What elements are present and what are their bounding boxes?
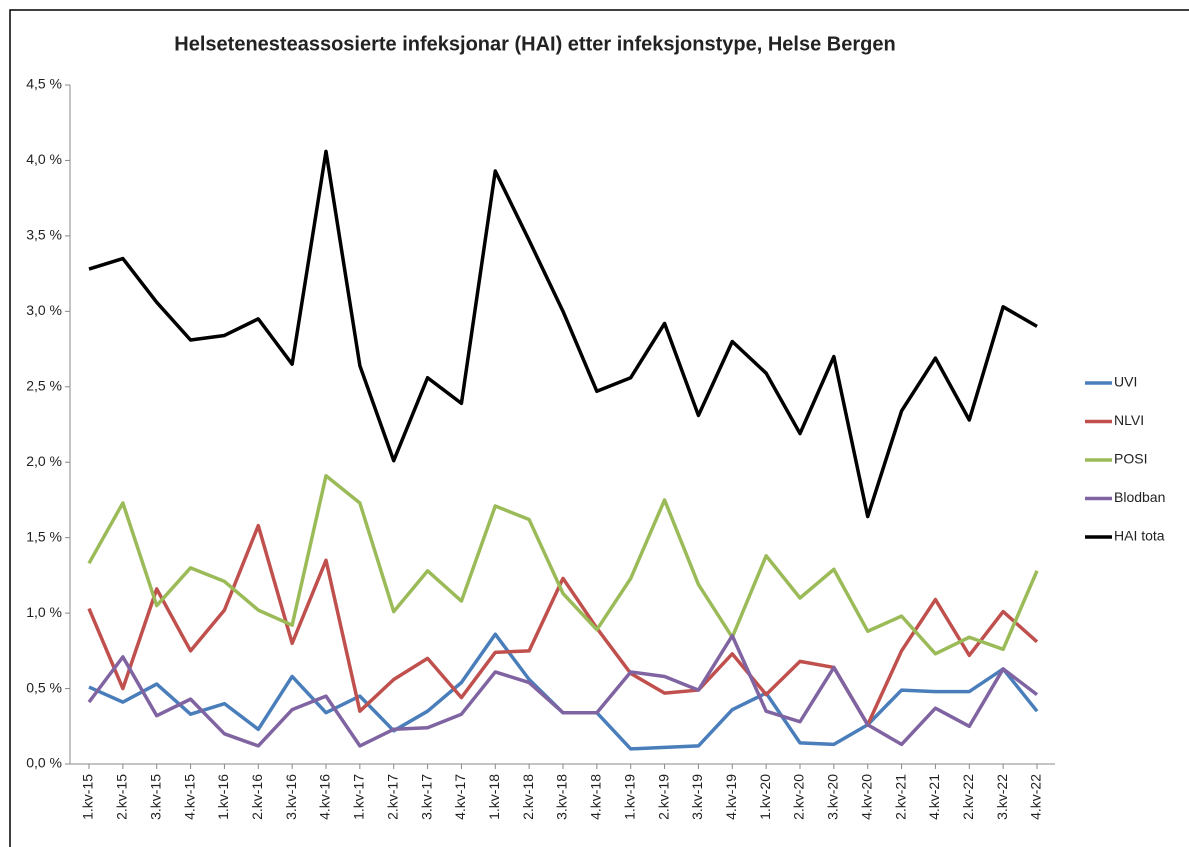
x-tick-label: 2.kv-20 xyxy=(791,774,807,820)
x-tick-label: 2.kv-15 xyxy=(114,774,130,820)
x-tick-label: 2.kv-16 xyxy=(249,774,265,820)
legend-label: Blodban xyxy=(1114,489,1165,505)
x-tick-label: 3.kv-20 xyxy=(825,774,841,820)
x-tick-label: 2.kv-19 xyxy=(655,774,671,820)
legend-label: UVI xyxy=(1114,374,1137,390)
x-tick-label: 1.kv-20 xyxy=(757,774,773,820)
y-tick-label: 2,0 % xyxy=(26,453,62,469)
y-tick-label: 4,5 % xyxy=(26,76,62,92)
x-tick-label: 4.kv-20 xyxy=(858,774,874,820)
x-tick-label: 4.kv-15 xyxy=(181,774,197,820)
x-tick-label: 2.kv-22 xyxy=(960,774,976,820)
series-line xyxy=(87,523,1039,727)
x-tick-label: 3.kv-16 xyxy=(283,774,299,820)
y-tick-label: 1,0 % xyxy=(26,604,62,620)
y-tick-label: 0,5 % xyxy=(26,679,62,695)
legend-label: POSI xyxy=(1114,451,1147,467)
x-tick-label: 4.kv-19 xyxy=(723,774,739,820)
x-tick-label: 1.kv-16 xyxy=(215,774,231,820)
x-tick-label: 3.kv-19 xyxy=(689,774,705,820)
x-tick-label: 4.kv-16 xyxy=(317,774,333,820)
chart-title: Helsetenesteassosierte infeksjonar (HAI)… xyxy=(174,33,895,55)
y-tick-label: 3,5 % xyxy=(26,227,62,243)
x-tick-label: 2.kv-21 xyxy=(892,774,908,820)
y-tick-label: 4,0 % xyxy=(26,151,62,167)
x-tick-label: 3.kv-15 xyxy=(147,774,163,820)
y-tick-label: 0,0 % xyxy=(26,755,62,771)
y-tick-label: 3,0 % xyxy=(26,302,62,318)
x-tick-label: 4.kv-21 xyxy=(926,774,942,820)
series-line xyxy=(88,149,1038,519)
x-tick-label: 1.kv-17 xyxy=(351,774,367,820)
x-tick-label: 3.kv-17 xyxy=(418,774,434,820)
legend-label: NLVI xyxy=(1114,412,1144,428)
x-tick-label: 1.kv-15 xyxy=(80,774,96,820)
x-tick-label: 4.kv-22 xyxy=(1028,774,1044,820)
series-line xyxy=(87,633,1039,748)
y-tick-label: 2,5 % xyxy=(26,377,62,393)
legend-label: HAI tota xyxy=(1114,528,1165,544)
x-tick-label: 4.kv-17 xyxy=(452,774,468,820)
x-tick-label: 2.kv-18 xyxy=(520,774,536,820)
series-line xyxy=(87,474,1039,656)
x-tick-label: 3.kv-22 xyxy=(994,774,1010,820)
x-tick-label: 1.kv-18 xyxy=(486,774,502,820)
x-tick-label: 1.kv-19 xyxy=(621,774,637,820)
x-tick-label: 2.kv-17 xyxy=(384,774,400,820)
y-tick-label: 1,5 % xyxy=(26,528,62,544)
x-tick-label: 4.kv-18 xyxy=(588,774,604,820)
chart-frame xyxy=(9,9,1189,847)
x-tick-label: 3.kv-18 xyxy=(554,774,570,820)
